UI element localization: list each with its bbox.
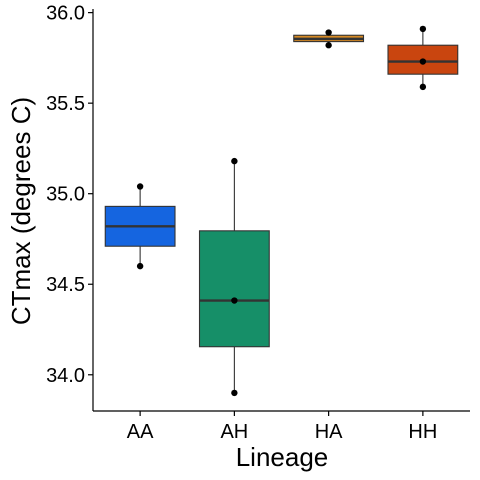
y-ticks: 34.0 34.5 35.0 35.5 36.0 xyxy=(46,3,93,387)
box-group-hh xyxy=(387,25,459,91)
x-axis-title: Lineage xyxy=(236,442,329,472)
x-tick-label: AA xyxy=(127,421,154,443)
data-point xyxy=(231,389,238,397)
data-point xyxy=(419,25,427,33)
data-point xyxy=(325,42,332,49)
x-tick-label: AH xyxy=(220,421,248,443)
x-tick-label: HH xyxy=(408,421,437,443)
box-group-aa xyxy=(104,183,176,270)
x-tick-label: HA xyxy=(315,421,343,443)
box-group-ah xyxy=(198,157,270,397)
box-group-ha xyxy=(293,29,365,49)
data-point xyxy=(136,262,144,270)
y-tick-label: 36.0 xyxy=(46,3,85,25)
plot-area xyxy=(104,25,459,397)
data-point xyxy=(231,157,238,165)
x-ticks: AA AH HA HH xyxy=(127,411,437,443)
box-ah xyxy=(198,230,270,348)
axes: 34.0 34.5 35.0 35.5 36.0 AA AH HA HH xyxy=(46,3,470,443)
data-point xyxy=(136,183,144,190)
data-point xyxy=(419,58,427,65)
y-axis-title: CTmax (degrees C) xyxy=(6,97,36,325)
y-tick-label: 34.5 xyxy=(46,274,85,296)
y-tick-label: 35.0 xyxy=(46,184,85,206)
data-point xyxy=(419,83,427,91)
y-tick-label: 34.0 xyxy=(46,365,85,387)
data-point xyxy=(231,297,238,304)
y-tick-label: 35.5 xyxy=(46,93,85,115)
data-point xyxy=(325,29,332,36)
